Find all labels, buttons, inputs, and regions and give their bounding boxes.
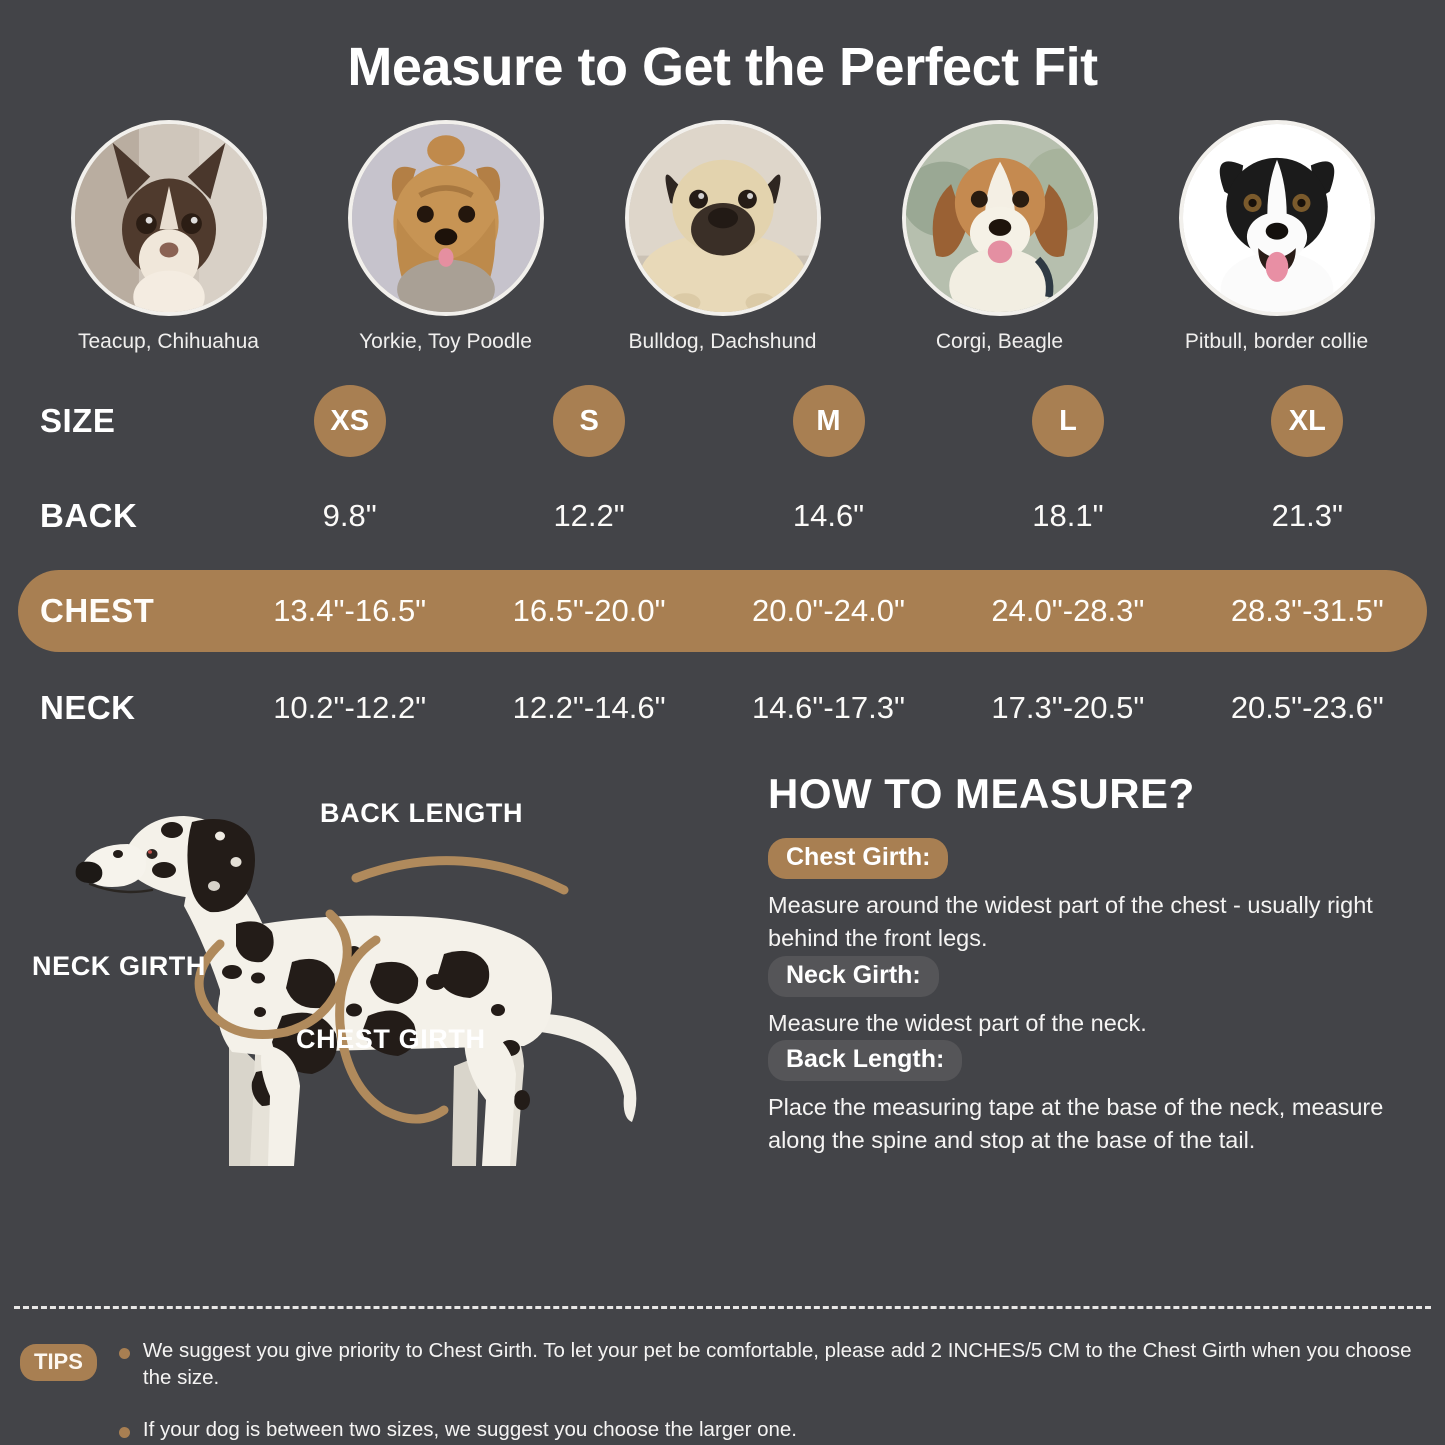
chihuahua-photo <box>70 120 267 316</box>
measure-body-back-length: Place the measuring tape at the base of … <box>768 1094 1384 1154</box>
beagle-photo <box>901 120 1098 316</box>
how-to-measure-section: HOW TO MEASURE? Chest Girth: Measure aro… <box>754 766 1421 1186</box>
border-collie-photo <box>1178 120 1375 316</box>
diagram-label-chest-girth: CHEST GIRTH <box>296 1024 486 1054</box>
measure-body-chest-girth: Measure around the widest part of the ch… <box>768 892 1373 952</box>
chest-cell-xl: 28.3"-31.5" <box>1230 593 1384 628</box>
tip-text: We suggest you give priority to Chest Gi… <box>142 1339 1412 1389</box>
measure-item-chest-girth: Chest Girth: Measure around the widest p… <box>768 838 1421 956</box>
table-row-chest: CHEST 13.4"-16.5" 16.5"-20.0" 20.0"-24.0… <box>18 570 1427 652</box>
table-row-neck: NECK 10.2"-12.2" 12.2"-14.6" 14.6"-17.3"… <box>18 660 1427 756</box>
breed-label: Teacup, Chihuahua <box>78 330 259 353</box>
neck-cell-m: 14.6"-17.3" <box>752 690 906 725</box>
measure-heading-chest-girth: Chest Girth: <box>768 838 949 879</box>
neck-cell-l: 17.3"-20.5" <box>991 690 1145 725</box>
table-row-back: BACK 9.8" 12.2" 14.6" 18.1" 21.3" <box>18 470 1427 562</box>
measure-heading-back-length: Back Length: <box>768 1040 963 1082</box>
neck-cell-xl: 20.5"-23.6" <box>1230 690 1384 725</box>
size-cell-s: S <box>469 385 708 457</box>
table-row-size: SIZE XS S M L XL <box>18 372 1427 470</box>
breed-label: Corgi, Beagle <box>935 330 1064 353</box>
breed-column-xl: Pitbull, border collie <box>1138 120 1415 354</box>
size-badge-xs: XS <box>313 385 386 457</box>
measure-body-neck-girth: Measure the widest part of the neck. <box>768 1009 1147 1036</box>
row-label-chest: CHEST <box>40 592 155 629</box>
dalmatian-illustration <box>75 816 637 1166</box>
back-cell-xl: 21.3" <box>1271 498 1343 533</box>
breed-column-m: Bulldog, Dachshund <box>584 120 861 354</box>
tips-section: TIPS We suggest you give priority to Che… <box>14 1338 1431 1444</box>
chest-cell-s: 16.5"-20.0" <box>512 593 666 628</box>
neck-cell-xs: 10.2"-12.2" <box>273 690 427 725</box>
back-cell-xs: 9.8" <box>322 498 377 533</box>
list-item: We suggest you give priority to Chest Gi… <box>118 1338 1431 1391</box>
dog-measurement-diagram: BACK LENGTH NECK GIRTH CHEST GIRTH <box>24 766 754 1186</box>
size-badge-xl: XL <box>1271 385 1344 457</box>
page-title: Measure to Get the Perfect Fit <box>347 37 1098 97</box>
chest-cell-xs: 13.4"-16.5" <box>273 593 427 628</box>
bullet-dot-icon <box>118 1427 130 1439</box>
measure-item-neck-girth: Neck Girth: Measure the widest part of t… <box>768 955 1421 1040</box>
back-cell-m: 14.6" <box>792 498 865 533</box>
size-badge-m: M <box>792 385 865 457</box>
dashed-divider <box>14 1306 1431 1309</box>
row-label-neck: NECK <box>40 689 136 726</box>
size-badge-l: L <box>1031 385 1104 457</box>
size-badge-s: S <box>553 385 626 457</box>
lower-section: BACK LENGTH NECK GIRTH CHEST GIRTH HOW T… <box>0 766 1445 1186</box>
diagram-label-back-length: BACK LENGTH <box>320 798 524 828</box>
breed-column-xs: Teacup, Chihuahua <box>30 120 307 354</box>
breed-photo-row: Teacup, Chihuahua Yorkie, Toy Poodle <box>0 120 1445 354</box>
chest-cell-l: 24.0"-28.3" <box>991 593 1145 628</box>
list-item: If your dog is between two sizes, we sug… <box>118 1417 1431 1444</box>
breed-label: Bulldog, Dachshund <box>628 330 817 353</box>
tips-list: We suggest you give priority to Chest Gi… <box>118 1338 1431 1444</box>
row-label-back: BACK <box>40 497 138 534</box>
how-to-measure-title: HOW TO MEASURE? <box>768 770 1195 817</box>
pug-photo <box>624 120 821 316</box>
row-label-size: SIZE <box>40 402 116 439</box>
bullet-dot-icon <box>118 1348 130 1359</box>
size-cell-l: L <box>948 385 1187 457</box>
size-cell-m: M <box>709 385 948 457</box>
measure-item-back-length: Back Length: Place the measuring tape at… <box>768 1040 1421 1158</box>
chest-cell-m: 20.0"-24.0" <box>752 593 906 628</box>
breed-label: Yorkie, Toy Poodle <box>359 330 532 353</box>
breed-column-s: Yorkie, Toy Poodle <box>307 120 584 354</box>
tips-badge: TIPS <box>20 1344 97 1381</box>
neck-cell-s: 12.2"-14.6" <box>512 690 666 725</box>
size-cell-xs: XS <box>230 385 469 457</box>
breed-column-l: Corgi, Beagle <box>861 120 1138 354</box>
size-cell-xl: XL <box>1188 385 1427 457</box>
measure-heading-neck-girth: Neck Girth: <box>768 955 939 997</box>
back-cell-l: 18.1" <box>1032 498 1104 533</box>
back-cell-s: 12.2" <box>553 498 625 533</box>
diagram-label-neck-girth: NECK GIRTH <box>32 951 206 981</box>
tip-text: If your dog is between two sizes, we sug… <box>142 1418 798 1442</box>
yorkie-photo <box>347 120 544 316</box>
breed-label: Pitbull, border collie <box>1184 330 1369 353</box>
size-table: SIZE XS S M L XL BACK 9.8" 12.2" 14.6" 1… <box>0 372 1445 756</box>
